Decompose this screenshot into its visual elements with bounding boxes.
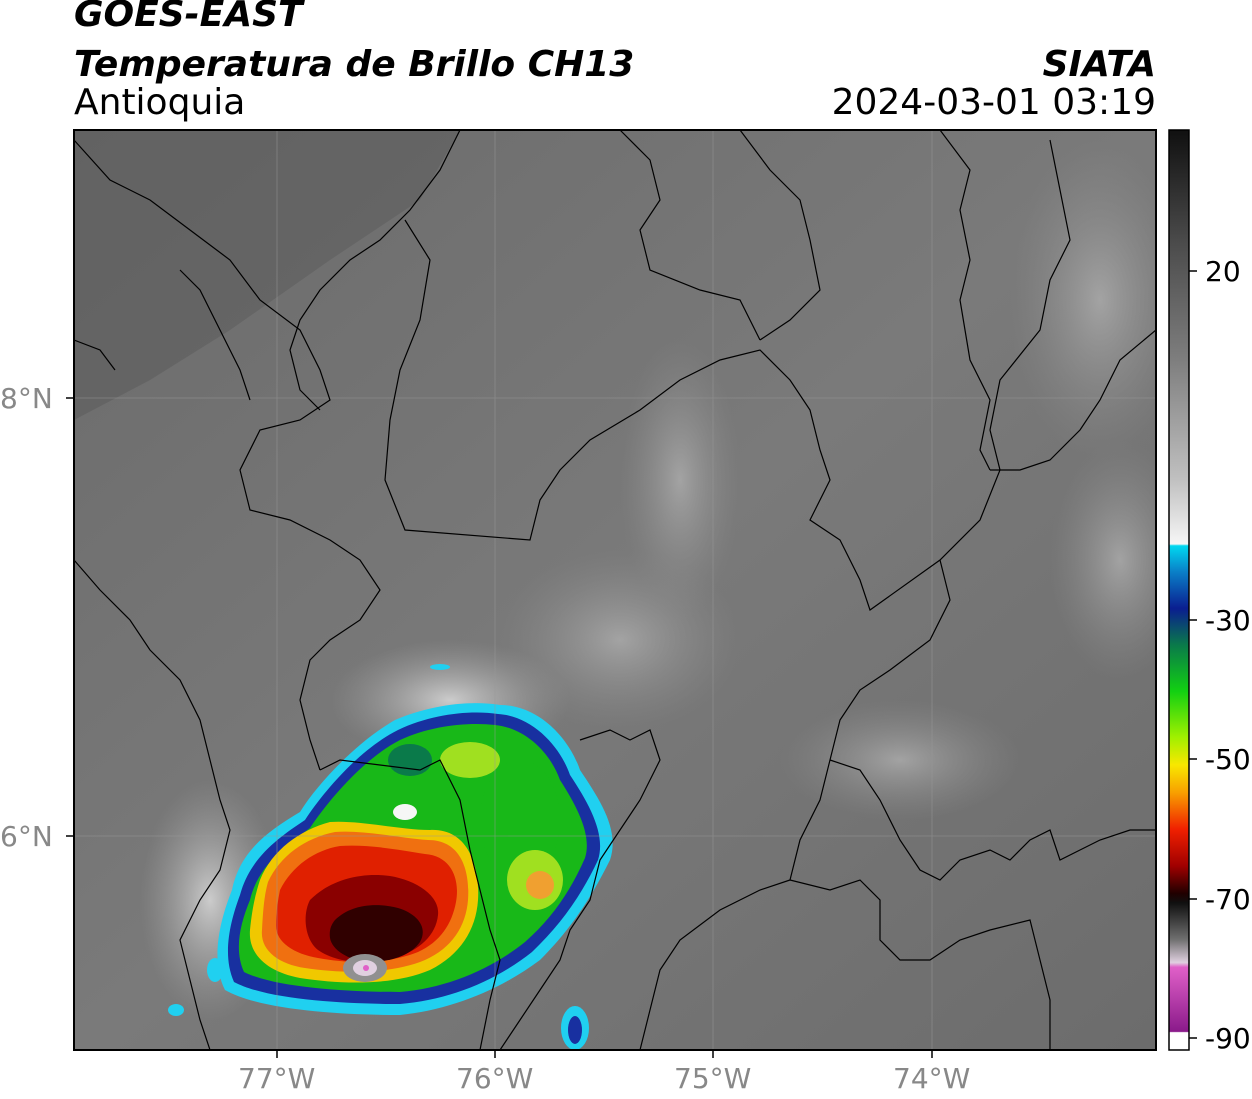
lon-label-74w: 74°W xyxy=(893,1062,971,1095)
colorbar-tick-minus30: -30 xyxy=(1205,604,1251,637)
colorbar-tick-minus70: -70 xyxy=(1205,883,1251,916)
product-title: Temperatura de Brillo CH13 xyxy=(74,44,635,85)
colorbar-tick-minus90: -90 xyxy=(1205,1022,1251,1055)
colorbar xyxy=(1168,129,1197,1051)
map-imagery xyxy=(74,130,1156,1050)
agency-label: SIATA xyxy=(1042,44,1156,85)
lon-label-77w: 77°W xyxy=(238,1062,316,1095)
region-subtitle: Antioquia xyxy=(74,82,246,123)
satellite-title: GOES-EAST xyxy=(74,0,303,35)
lat-label-6n: 6°N xyxy=(0,820,53,853)
boundary-lines xyxy=(74,130,1156,1050)
colorbar-tick-20: 20 xyxy=(1205,255,1241,288)
colorbar-tick-minus50: -50 xyxy=(1205,743,1251,776)
map-frame xyxy=(73,129,1157,1051)
lon-label-76w: 76°W xyxy=(456,1062,534,1095)
datetime-label: 2024-03-01 03:19 xyxy=(831,82,1156,123)
lat-label-8n: 8°N xyxy=(0,382,53,415)
lon-label-75w: 75°W xyxy=(674,1062,752,1095)
